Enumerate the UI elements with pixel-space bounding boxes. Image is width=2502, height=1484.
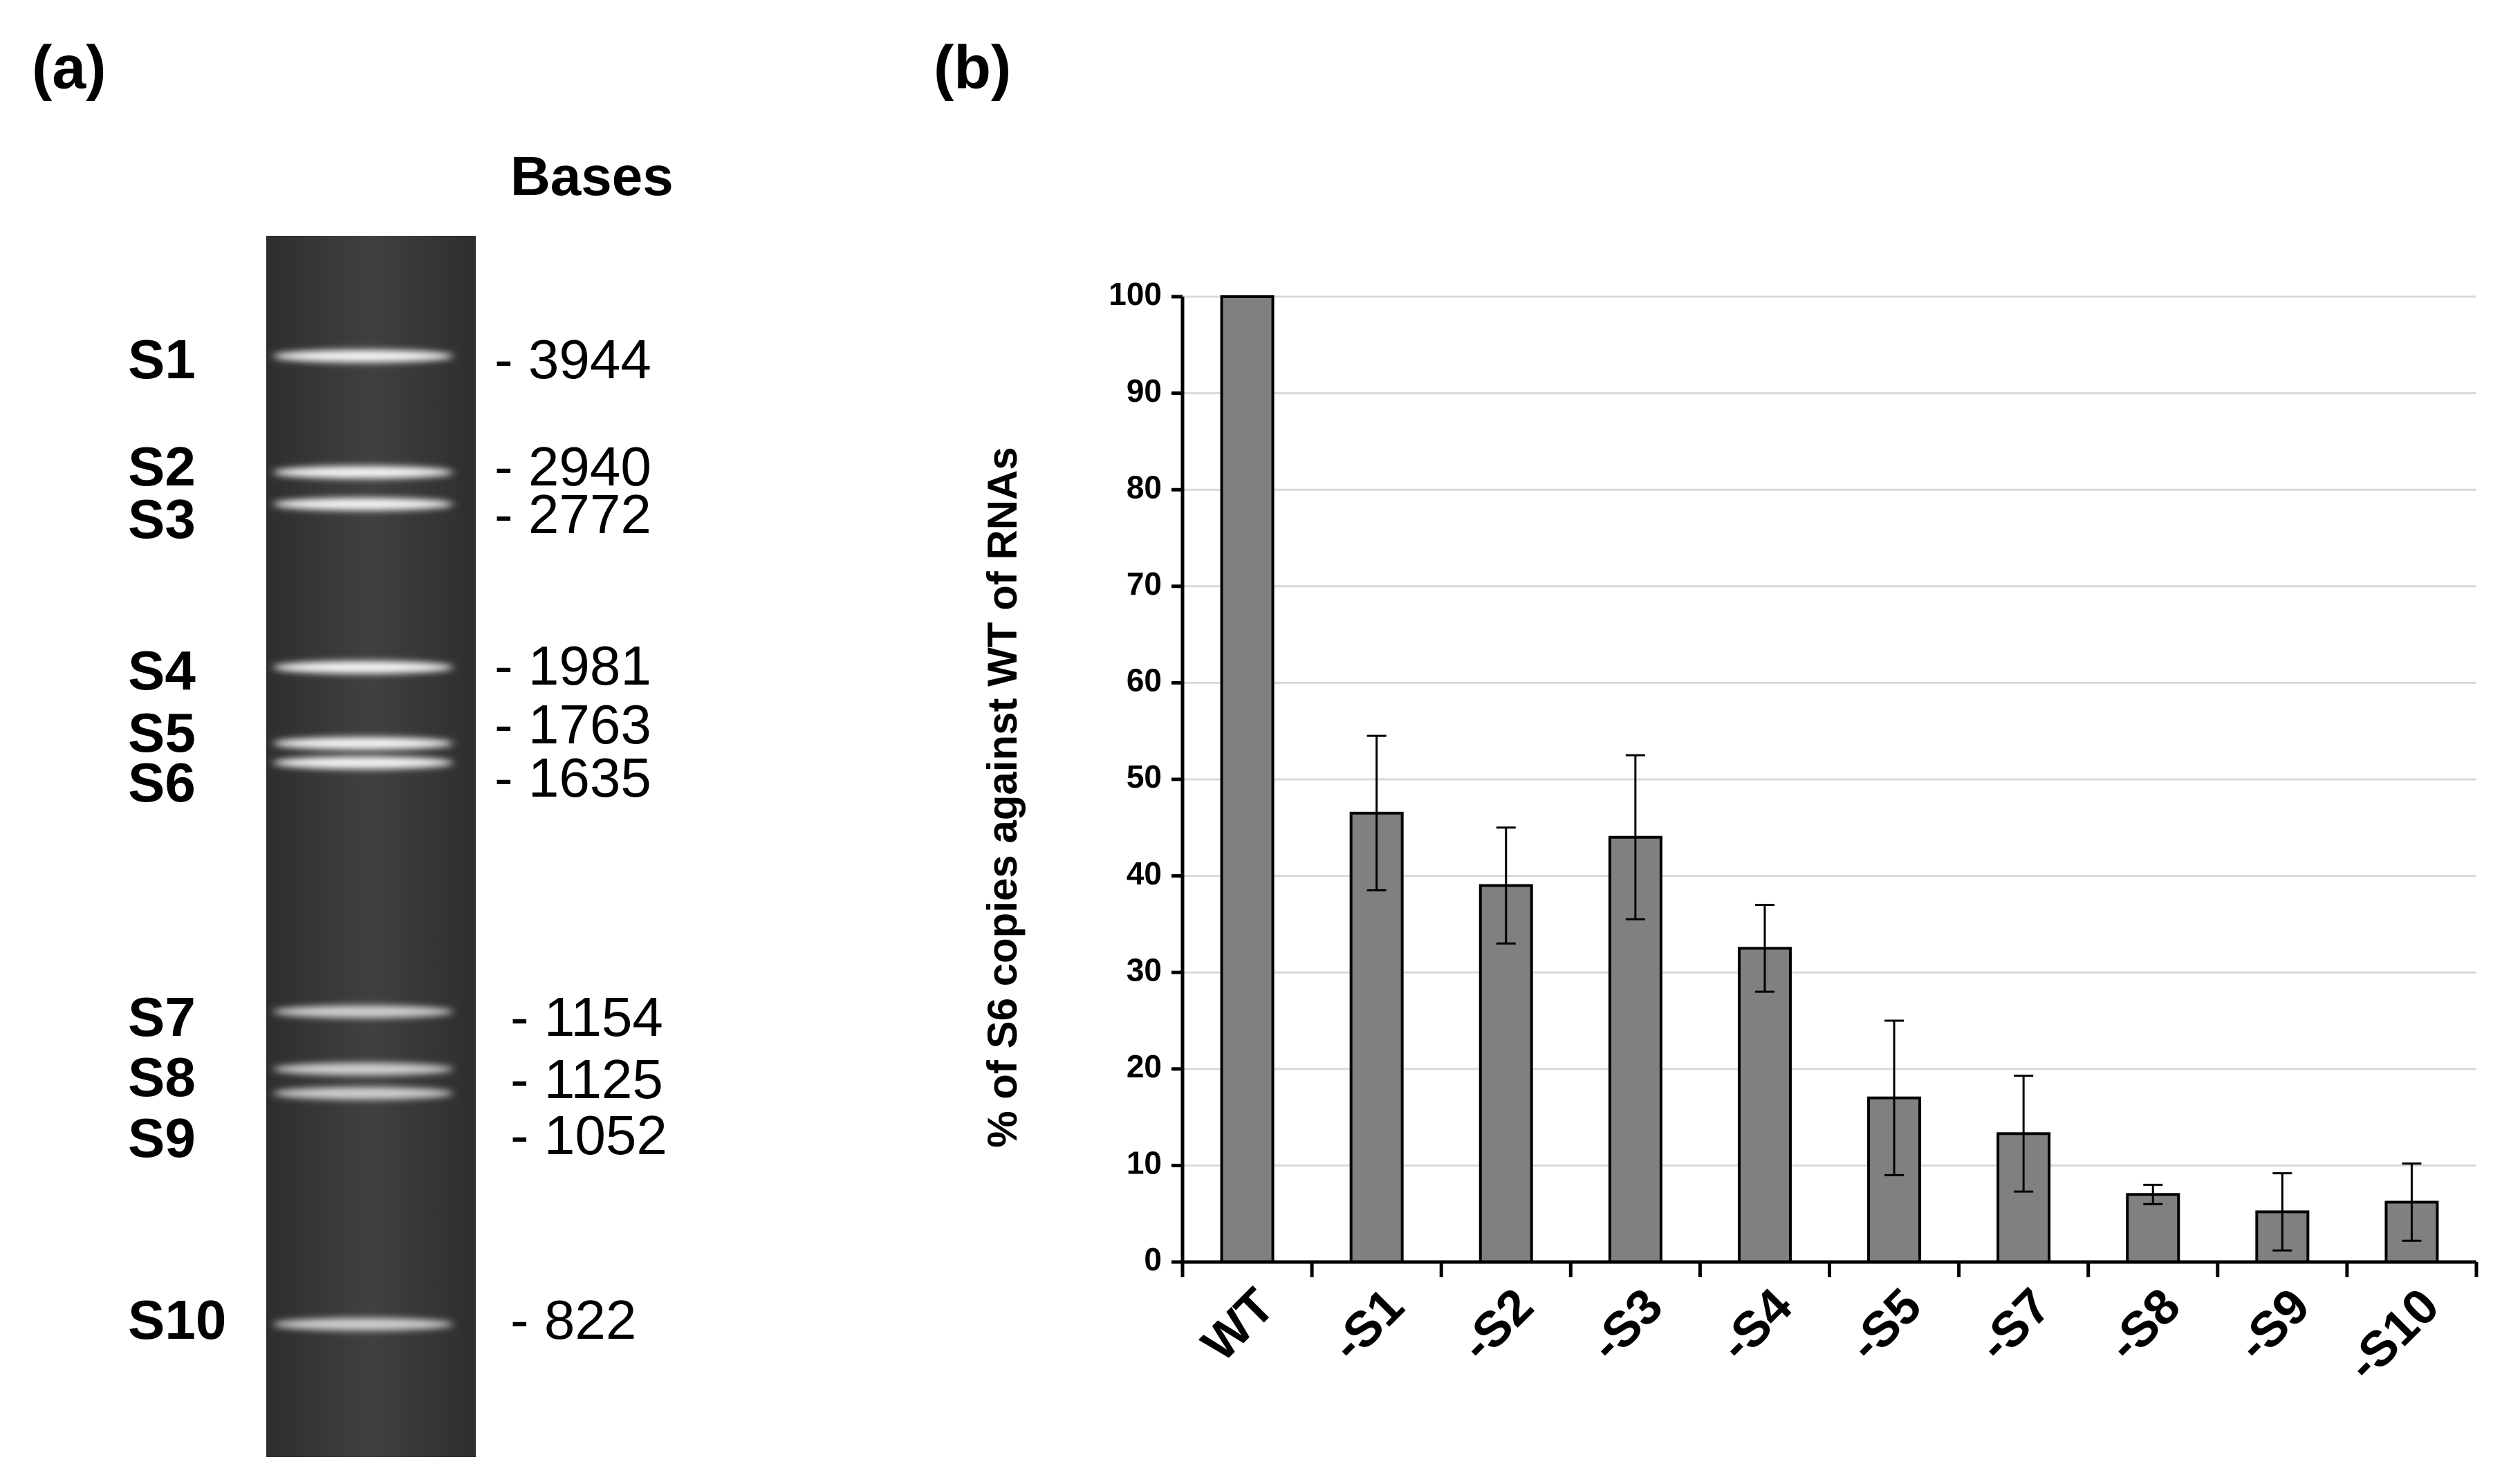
band-size: - 1635 [494,747,651,808]
x-tick-label: -S7 [1967,1278,2061,1372]
y-tick-label: 100 [1109,276,1162,312]
y-axis-label: % of S6 copies against WT of RNAs [979,447,1026,1147]
y-tick-label: 50 [1127,759,1162,795]
gel-band [273,1318,453,1330]
band-name: S8 [128,1046,196,1108]
band-name: S5 [128,702,196,763]
gel-band [273,1063,453,1075]
gel-band [273,466,453,479]
gel-lane [266,236,476,1457]
x-tick-label: -S5 [1838,1278,1932,1372]
bar [1608,835,1662,1263]
panel-label: (b) [934,33,1011,101]
y-tick-label: 40 [1127,855,1162,891]
x-tick-label: -S8 [2097,1278,2191,1372]
band-size: - 2940 [494,436,651,497]
gel-band [273,1005,453,1018]
band-name: S2 [128,436,196,497]
y-tick-label: 20 [1127,1048,1162,1084]
bar [2126,1193,2180,1264]
gel-band [273,498,453,510]
band-size: - 1125 [510,1048,663,1110]
x-tick-label: WT [1192,1278,1286,1372]
band-name: S6 [128,752,196,813]
band-size: - 822 [510,1289,636,1351]
bar [1737,947,1792,1264]
gel-header: Bases [510,145,674,207]
y-tick-label: 10 [1127,1145,1162,1181]
band-name: S7 [128,986,196,1048]
x-tick-label: -S9 [2226,1278,2320,1372]
band-name: S9 [128,1107,196,1169]
band-size: - 1052 [510,1104,667,1166]
y-tick-label: 70 [1127,566,1162,602]
gel-band [273,757,453,769]
band-size: - 1763 [494,694,651,755]
x-tick-label: -S10 [2336,1278,2449,1391]
x-tick-label: -S1 [1321,1278,1415,1372]
x-tick-label: -S4 [1709,1278,1803,1372]
panel-label: (a) [32,33,106,101]
gel-band [273,1087,453,1100]
band-name: S10 [128,1289,226,1351]
gel-band [273,661,453,674]
bar [1220,295,1275,1263]
y-tick-label: 80 [1127,469,1162,505]
y-tick-label: 90 [1127,373,1162,409]
gel-band [273,350,453,362]
band-name: S3 [128,488,196,550]
x-tick-label: -S3 [1579,1278,1674,1372]
band-name: S4 [128,640,196,701]
band-size: - 1981 [494,635,651,696]
band-name: S1 [128,328,196,390]
gel-band [273,737,453,750]
band-size: - 2772 [494,483,651,545]
band-size: - 3944 [494,328,651,390]
y-tick-label: 0 [1144,1241,1162,1277]
band-size: - 1154 [510,986,663,1048]
y-tick-label: 60 [1127,662,1162,698]
y-tick-label: 30 [1127,952,1162,987]
x-tick-label: -S2 [1450,1278,1544,1372]
